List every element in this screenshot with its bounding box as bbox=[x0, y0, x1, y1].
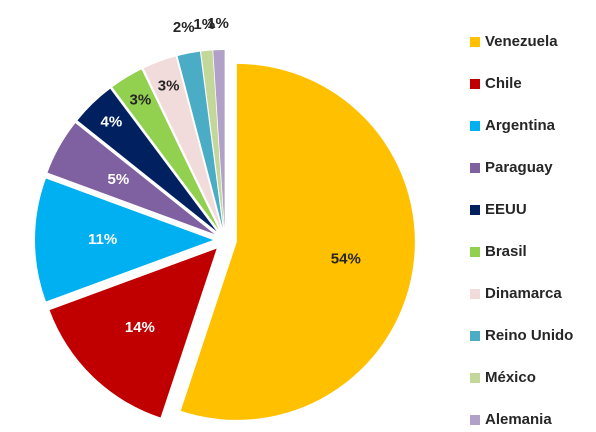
legend-label: Reino Unido bbox=[485, 327, 573, 344]
pie-slice bbox=[180, 63, 415, 420]
legend-swatch bbox=[470, 121, 480, 131]
data-label: 2% bbox=[173, 19, 195, 36]
pie-slice bbox=[77, 88, 217, 232]
legend-swatch bbox=[470, 205, 480, 215]
legend-label: Venezuela bbox=[485, 33, 558, 50]
legend-label: Dinamarca bbox=[485, 285, 562, 302]
legend-swatch bbox=[470, 373, 480, 383]
pie-slice bbox=[49, 248, 217, 418]
data-label: 11% bbox=[88, 231, 117, 248]
legend-label: Chile bbox=[485, 75, 522, 92]
data-label: 4% bbox=[101, 114, 123, 131]
data-label: 54% bbox=[331, 250, 361, 267]
legend-swatch bbox=[470, 79, 480, 89]
pie-slice bbox=[47, 123, 215, 235]
legend-swatch bbox=[470, 247, 480, 257]
legend-swatch bbox=[470, 37, 480, 47]
pie-slice bbox=[35, 178, 214, 302]
legend-swatch bbox=[470, 289, 480, 299]
data-label: 1% bbox=[207, 15, 229, 32]
data-label: 5% bbox=[108, 171, 130, 188]
legend-swatch bbox=[470, 163, 480, 173]
legend-label: Argentina bbox=[485, 117, 556, 134]
data-label: 14% bbox=[125, 319, 155, 336]
pie-slice bbox=[143, 56, 221, 229]
legend-label: México bbox=[485, 369, 536, 386]
pie-slice bbox=[201, 50, 224, 229]
legend-label: Alemania bbox=[485, 411, 552, 428]
legend-swatch bbox=[470, 415, 480, 425]
data-label: 3% bbox=[158, 78, 180, 95]
data-label: 1% bbox=[193, 16, 215, 33]
pie-slice bbox=[112, 69, 219, 230]
legend-label: Paraguay bbox=[485, 159, 553, 176]
legend-swatch bbox=[470, 331, 480, 341]
data-label: 3% bbox=[130, 91, 152, 108]
pie-slice bbox=[177, 51, 223, 229]
pie-slice bbox=[213, 50, 225, 229]
legend-label: EEUU bbox=[485, 201, 527, 218]
legend-label: Brasil bbox=[485, 243, 527, 260]
